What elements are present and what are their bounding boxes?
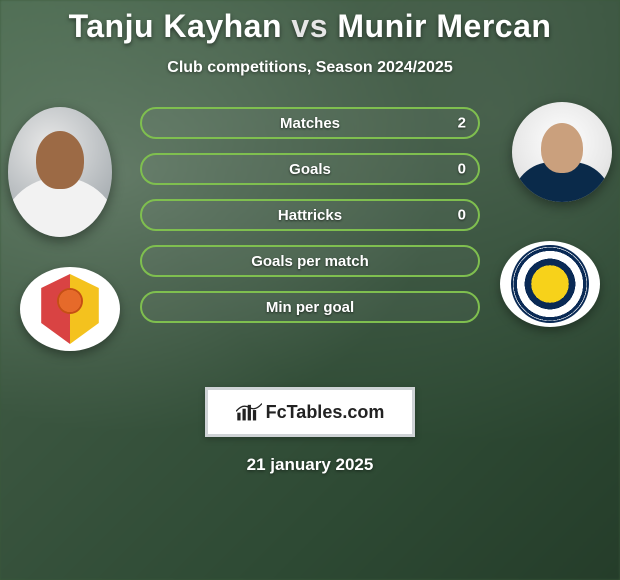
player1-club-badge [20, 267, 120, 351]
player2-photo [512, 102, 612, 202]
brand-text: FcTables.com [266, 402, 385, 423]
stat-row-goals-per-match: Goals per match [140, 245, 480, 277]
comparison-area: Matches 2 Goals 0 Hattricks 0 Goals per … [0, 107, 620, 367]
content-wrapper: Tanju Kayhan vs Munir Mercan Club compet… [0, 0, 620, 475]
stat-label: Goals [289, 161, 331, 178]
goztepe-crest-icon [38, 274, 102, 344]
brand-watermark: FcTables.com [205, 387, 415, 437]
comparison-date: 21 january 2025 [0, 455, 620, 475]
stat-row-hattricks: Hattricks 0 [140, 199, 480, 231]
stat-row-goals: Goals 0 [140, 153, 480, 185]
fenerbahce-crest-icon [511, 245, 589, 323]
stat-label: Matches [280, 115, 340, 132]
page-title: Tanju Kayhan vs Munir Mercan [0, 8, 620, 45]
stat-row-matches: Matches 2 [140, 107, 480, 139]
stat-row-min-per-goal: Min per goal [140, 291, 480, 323]
stat-value: 2 [458, 115, 466, 132]
vs-separator: vs [291, 8, 328, 44]
player1-photo [8, 107, 112, 237]
stat-label: Hattricks [278, 207, 342, 224]
bar-chart-icon [236, 402, 262, 422]
player2-name: Munir Mercan [337, 8, 551, 44]
player2-avatar [512, 102, 612, 202]
player1-name: Tanju Kayhan [69, 8, 282, 44]
stat-label: Goals per match [251, 253, 369, 270]
stat-value: 0 [458, 207, 466, 224]
stats-bars: Matches 2 Goals 0 Hattricks 0 Goals per … [140, 107, 480, 323]
player2-club-badge [500, 241, 600, 327]
stat-value: 0 [458, 161, 466, 178]
player1-avatar [8, 107, 112, 237]
stat-label: Min per goal [266, 299, 354, 316]
subtitle: Club competitions, Season 2024/2025 [0, 59, 620, 77]
